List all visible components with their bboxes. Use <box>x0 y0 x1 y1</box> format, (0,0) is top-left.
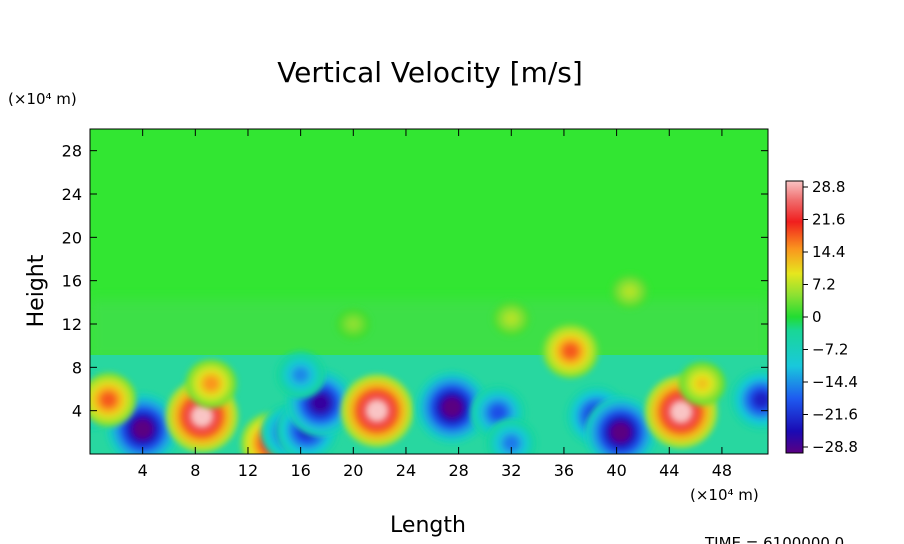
y-tick-label: 16 <box>62 272 82 291</box>
heatmap-contour <box>293 368 308 382</box>
colorbar-tick-label: 21.6 <box>812 211 845 229</box>
heatmap-contour <box>695 377 709 390</box>
time-label: TIME = 6100000.0 <box>704 534 844 544</box>
x-tick-label: 36 <box>554 461 574 480</box>
heatmap-cell <box>492 300 531 337</box>
heatmap-contour <box>132 419 153 440</box>
colorbar-tick-label: 28.8 <box>812 178 845 196</box>
heatmap-contour <box>310 393 330 413</box>
colorbar-tick-label: 0 <box>812 308 822 326</box>
heatmap-contour <box>204 376 219 391</box>
heatmap-contour <box>504 436 519 451</box>
plot-frame <box>89 128 769 455</box>
heatmap-cell <box>341 374 413 447</box>
colorbar-tick-label: 7.2 <box>812 276 836 294</box>
chart-title: Vertical Velocity [m/s] <box>277 56 583 89</box>
heatmap-contour <box>366 400 388 421</box>
x-tick-label: 4 <box>138 461 148 480</box>
x-tick-label: 28 <box>448 461 468 480</box>
heatmap-contour <box>348 319 359 329</box>
x-tick-label: 44 <box>659 461 679 480</box>
x-tick-label: 16 <box>290 461 310 480</box>
x-tick-label: 48 <box>712 461 732 480</box>
heatmap-features <box>90 273 768 454</box>
x-tick-label: 12 <box>238 461 258 480</box>
heatmap-contour <box>490 405 506 421</box>
heatmap-cell <box>730 369 768 431</box>
heatmap-contour <box>441 397 463 418</box>
y-tick-label: 20 <box>62 228 82 247</box>
heatmap-cell <box>584 396 657 454</box>
colorbar-tick-label: −7.2 <box>812 341 848 359</box>
x-axis-label: Length <box>390 513 466 538</box>
heatmap-cell <box>485 418 537 454</box>
heatmap-contour <box>100 392 117 408</box>
colorbar-tick-label: −28.8 <box>812 438 858 456</box>
x-tick-label: 8 <box>190 461 200 480</box>
y-axis-label: Height <box>24 254 49 327</box>
y-axis-ticks: 4 8 12 16 20 24 28 <box>62 142 768 421</box>
heatmap-contour <box>752 391 768 409</box>
heatmap-contour <box>191 406 212 427</box>
heatmap-contour <box>505 313 517 324</box>
x-tick-label: 24 <box>396 461 416 480</box>
plot-background-middle <box>90 300 768 360</box>
heatmap-cell <box>335 307 372 341</box>
heatmap-cell <box>416 371 488 444</box>
y-tick-label: 12 <box>62 315 82 334</box>
plot-area <box>90 129 768 454</box>
heatmap-cell <box>542 324 599 379</box>
colorbar-ticks: 28.8 21.6 14.4 7.2 0 −7.2 −14.4 −21.6 −28.8 <box>803 178 858 456</box>
heatmap-contour <box>562 343 579 359</box>
colorbar-tick-label: −14.4 <box>812 373 858 391</box>
x-tick-label: 32 <box>501 461 521 480</box>
y-axis-unit: (×10⁴ m) <box>8 90 77 108</box>
y-tick-label: 8 <box>72 358 82 377</box>
colorbar-tick-label: −21.6 <box>812 406 858 424</box>
colorbar-tick-label: 14.4 <box>812 243 845 261</box>
x-axis-unit: (×10⁴ m) <box>690 486 759 504</box>
heatmap-cell <box>275 351 326 399</box>
x-tick-label: 40 <box>606 461 626 480</box>
x-axis-ticks: 4 8 12 16 20 24 28 32 36 40 44 48 <box>138 129 732 480</box>
heatmap-contour <box>671 401 692 422</box>
heatmap-contour <box>610 422 631 443</box>
colorbar <box>785 180 804 454</box>
heatmap-contour <box>624 286 636 297</box>
y-tick-label: 4 <box>72 402 82 421</box>
y-tick-label: 28 <box>62 142 82 161</box>
heatmap-cell <box>610 273 650 310</box>
heatmap-cell <box>185 359 237 409</box>
y-tick-label: 24 <box>62 185 82 204</box>
heatmap-cell <box>679 361 726 406</box>
x-tick-label: 20 <box>343 461 363 480</box>
heatmap-cell <box>90 372 137 427</box>
